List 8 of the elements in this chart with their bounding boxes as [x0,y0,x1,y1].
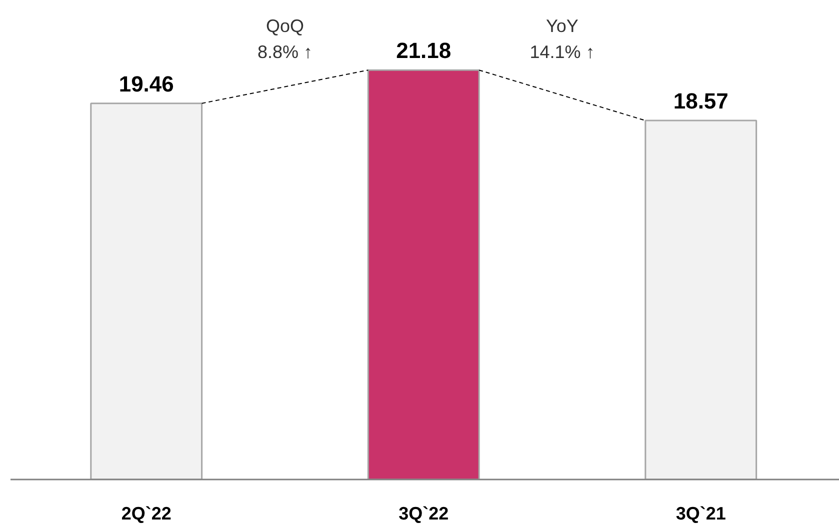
data-label: 21.18 [396,38,452,64]
data-label: 18.57 [673,88,728,114]
x-tick-label: 3Q`21 [676,504,726,524]
data-label: 19.46 [118,71,174,96]
text: QoQ 8.8% ↑ [257,16,312,62]
x-tick-label: 3Q`22 [398,504,449,524]
text: YoY 14.1% ↑ [530,16,595,62]
x-tick-label: 2Q`22 [121,504,172,524]
